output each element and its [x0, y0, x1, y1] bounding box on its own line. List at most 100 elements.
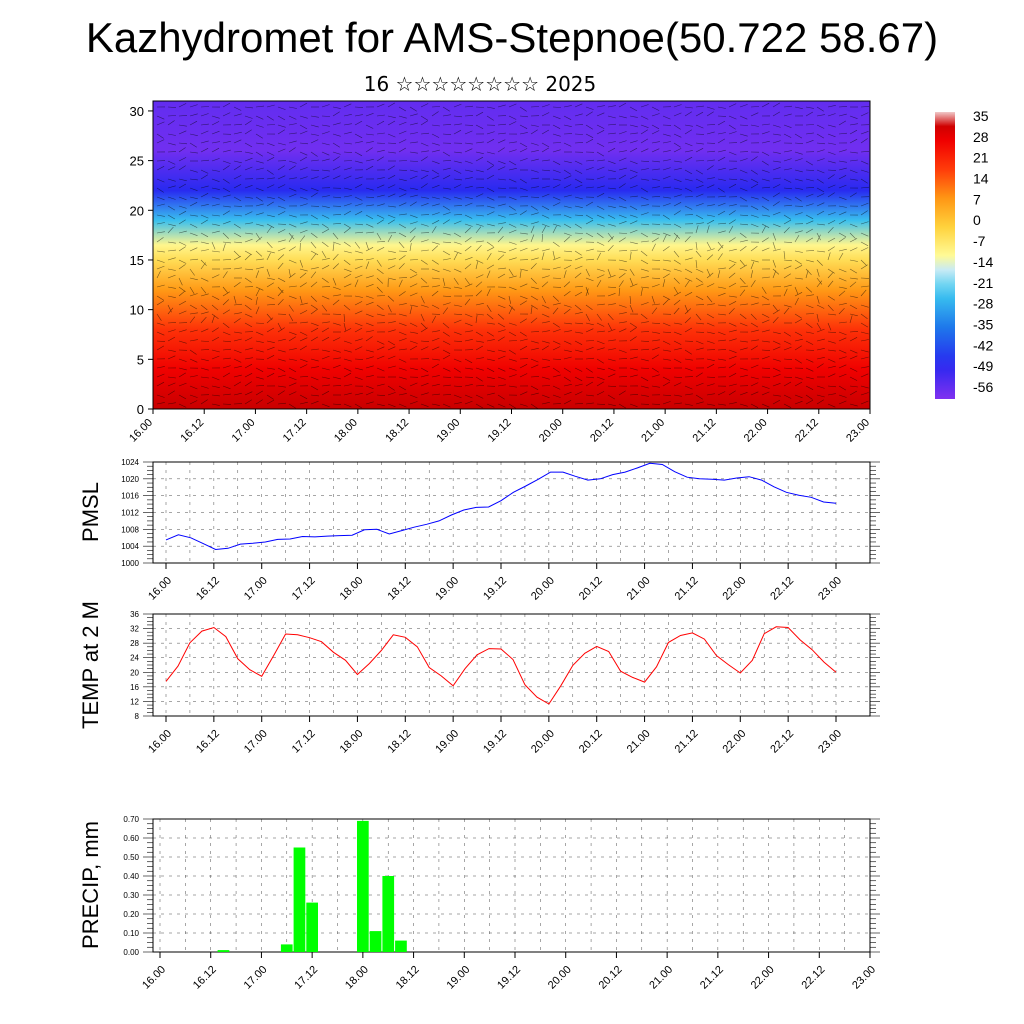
wind-barb [574, 331, 583, 334]
wind-barb [684, 187, 693, 192]
wind-barb [431, 245, 439, 252]
wind-barb [618, 376, 628, 378]
wind-barb [200, 214, 209, 219]
wind-barb [684, 257, 693, 261]
wind-barb [838, 132, 848, 135]
wind-barb [519, 239, 528, 243]
wind-barb [233, 160, 242, 164]
wind-barb [266, 355, 275, 360]
wind-barb [288, 115, 297, 120]
wind-barb [255, 236, 263, 243]
wind-barb [629, 252, 632, 261]
wind-barb [563, 322, 573, 325]
wind-barb [266, 317, 274, 324]
x-tick-label: 20.12 [577, 728, 605, 756]
x-tick-label: 21.12 [673, 575, 701, 603]
wind-barb [739, 139, 748, 144]
wind-barb [629, 304, 634, 313]
wind-barb [816, 178, 824, 184]
wind-barb [299, 196, 308, 200]
wind-barb [508, 275, 517, 279]
x-tick-label: 20.12 [577, 575, 605, 603]
wind-barb [519, 132, 528, 135]
wind-barb [376, 142, 386, 144]
wind-barb [618, 250, 628, 252]
wind-barb [607, 244, 614, 252]
wind-barb [673, 142, 681, 148]
wind-barb [794, 158, 803, 162]
wind-barb [530, 331, 540, 333]
wind-barb [673, 124, 681, 130]
wind-barb [442, 354, 451, 360]
wind-barb [321, 250, 327, 259]
wind-barb [794, 169, 803, 173]
wind-barb [706, 340, 715, 344]
wind-barb [266, 151, 275, 156]
wind-barb [805, 358, 814, 363]
wind-barb [706, 272, 714, 279]
wind-barb [684, 248, 693, 252]
wind-barb [673, 178, 682, 182]
wind-barb [178, 403, 187, 408]
wind-barb [398, 313, 407, 317]
wind-barb [277, 205, 286, 209]
wind-barb [541, 129, 550, 135]
x-tick-label: 17.12 [290, 728, 318, 756]
wind-barb [398, 376, 407, 380]
wind-barb [420, 115, 428, 121]
wind-barb [222, 187, 231, 193]
wind-barb [222, 141, 231, 144]
wind-barb [277, 129, 285, 135]
wind-barb [552, 302, 561, 306]
wind-barb [805, 304, 814, 309]
wind-barb [475, 193, 484, 198]
wind-barb [860, 331, 869, 335]
wind-barb [530, 142, 539, 146]
wind-barb [310, 295, 317, 302]
wind-barb [596, 330, 605, 333]
wind-barb [156, 345, 165, 351]
wind-barb [552, 340, 561, 345]
wind-barb [497, 403, 506, 408]
wind-barb [464, 202, 473, 207]
wind-barb [838, 400, 847, 405]
wind-barb [695, 193, 704, 198]
wind-barb [552, 266, 561, 270]
wind-barb [827, 280, 834, 288]
wind-barb [574, 196, 583, 200]
wind-barb [431, 358, 440, 361]
wind-barb [673, 250, 680, 258]
wind-barb [398, 291, 406, 297]
wind-barb [585, 277, 594, 282]
wind-barb [541, 295, 546, 304]
wind-barb [739, 223, 749, 226]
wind-barb [332, 241, 341, 245]
wind-barb [475, 261, 479, 270]
wind-barb [640, 288, 643, 297]
wind-barb [310, 223, 320, 226]
wind-barb [387, 392, 396, 396]
wind-barb [321, 336, 330, 342]
wind-barb [860, 339, 869, 342]
wind-barb [299, 321, 308, 324]
wind-barb [508, 103, 517, 108]
wind-barb [563, 400, 572, 405]
wind-barb [629, 249, 638, 252]
wind-barb [783, 331, 791, 337]
wind-barb [431, 142, 440, 146]
wind-barb [673, 232, 680, 239]
wind-barb [563, 250, 573, 253]
wind-barb [233, 184, 242, 189]
x-tick-label: 19.00 [444, 964, 472, 992]
wind-barb [288, 331, 297, 335]
wind-barb [310, 176, 319, 180]
wind-barb [827, 220, 836, 225]
wind-barb [530, 212, 539, 216]
y-tick-label: 1016 [121, 492, 139, 501]
wind-barb [222, 149, 231, 153]
chart-subtitle: 16 ☆☆☆☆☆☆☆☆ 2025 [363, 72, 597, 96]
wind-barb [750, 259, 759, 263]
wind-barb [167, 322, 177, 324]
wind-barb [761, 319, 770, 324]
wind-barb [156, 250, 165, 253]
